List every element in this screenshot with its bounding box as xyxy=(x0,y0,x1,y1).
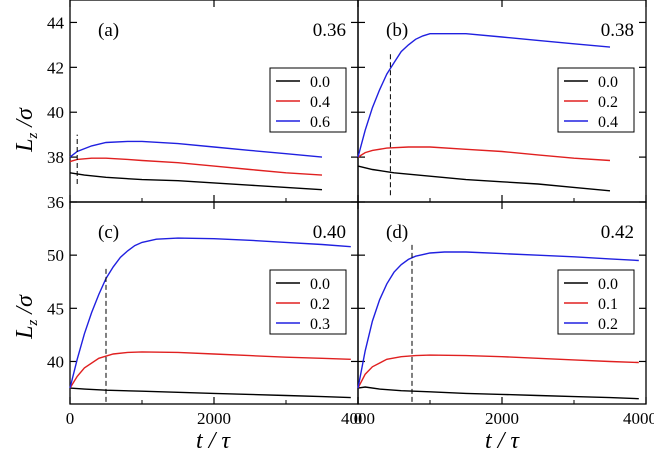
panel-label: (b) xyxy=(386,20,408,41)
panel-label: (c) xyxy=(98,222,119,243)
corner-value: 0.36 xyxy=(313,20,346,41)
series-line-0.0 xyxy=(357,165,611,192)
panel-label: (d) xyxy=(386,222,408,243)
x-axis-label-right: t / τ xyxy=(485,428,520,454)
series-line-0.0 xyxy=(69,387,351,399)
x-tick-label: 0 xyxy=(354,409,363,428)
x-tick-label: 2000 xyxy=(485,409,519,428)
series-line-0.2 xyxy=(69,351,351,389)
corner-value: 0.38 xyxy=(601,20,634,41)
panel-b: (b) 0.38 0.0 0.2 0.4 xyxy=(357,0,647,203)
legend-entry: 0.2 xyxy=(598,316,618,333)
legend-entry: 0.0 xyxy=(598,276,618,293)
series-line-0.4 xyxy=(69,157,323,176)
legend-entry: 0.2 xyxy=(310,296,330,313)
x-tick-label: 0 xyxy=(66,409,75,428)
y-axis-label-top: Lz /σ xyxy=(12,107,41,153)
panel-a: 36 38 40 42 44 (a) 0.36 0.0 0.4 0.6 xyxy=(47,0,359,212)
y-tick-label: 45 xyxy=(47,299,64,318)
legend-entry: 0.4 xyxy=(310,94,330,111)
legend-entry: 0.0 xyxy=(598,74,618,91)
series-line-0.2 xyxy=(357,251,639,389)
y-tick-label: 36 xyxy=(47,193,64,212)
x-tick-label: 4000 xyxy=(341,409,375,428)
y-tick-label: 50 xyxy=(47,246,64,265)
corner-value: 0.42 xyxy=(601,222,634,243)
series-line-0.6 xyxy=(69,140,323,158)
corner-value: 0.40 xyxy=(313,222,346,243)
legend-box xyxy=(269,67,347,133)
y-tick-label: 40 xyxy=(47,103,64,122)
legend-entry: 0.2 xyxy=(598,94,618,111)
panel-label: (a) xyxy=(98,20,119,41)
legend-entry: 0.0 xyxy=(310,74,330,91)
legend-entry: 0.0 xyxy=(310,276,330,293)
series-line-0.0 xyxy=(357,386,639,400)
legend-entry: 0.6 xyxy=(310,114,330,131)
series-line-0.4 xyxy=(357,33,611,158)
series-line-0.1 xyxy=(357,354,639,389)
legend-entry: 0.3 xyxy=(310,316,330,333)
legend-box xyxy=(557,67,635,133)
panel-c: 0 2000 4000 40 45 50 (c) 0.40 0.0 0.2 0.3 xyxy=(47,201,375,428)
legend-box xyxy=(269,269,347,335)
x-tick-label: 2000 xyxy=(197,409,231,428)
y-tick-label: 42 xyxy=(47,58,64,77)
x-axis-label-left: t / τ xyxy=(196,428,231,454)
legend-box xyxy=(557,269,635,335)
panel-d: 0 2000 4000 (d) 0.42 0.0 0.1 0.2 xyxy=(354,201,654,428)
series-line-0.2 xyxy=(357,146,611,162)
legend-entry: 0.1 xyxy=(598,296,618,313)
y-tick-label: 44 xyxy=(47,13,65,32)
y-tick-label: 38 xyxy=(47,148,64,167)
x-tick-label: 4000 xyxy=(623,409,654,428)
series-line-0.0 xyxy=(69,172,323,191)
series-line-0.3 xyxy=(69,237,351,389)
y-axis-label-bottom: Lz /σ xyxy=(12,294,41,340)
y-tick-label: 40 xyxy=(47,352,64,371)
legend-entry: 0.4 xyxy=(598,114,618,131)
